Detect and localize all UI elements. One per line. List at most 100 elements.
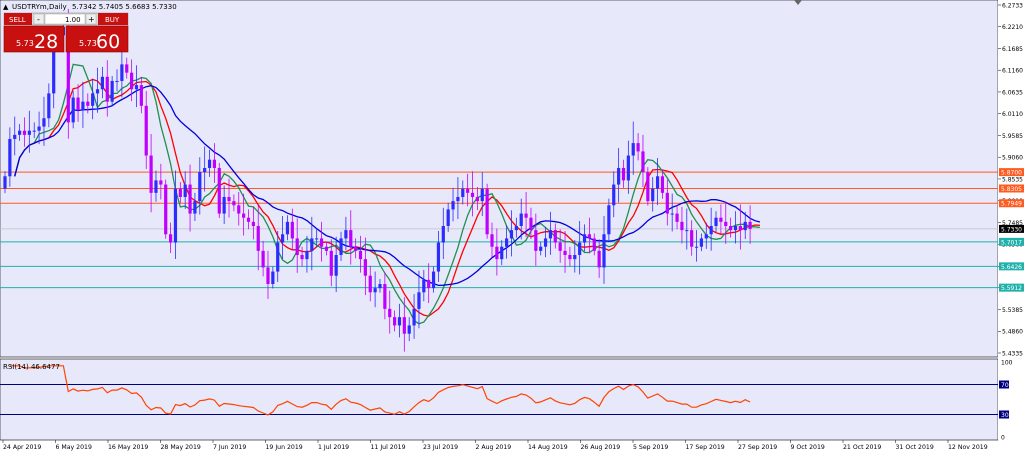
rsi-tick-label: 30 bbox=[1001, 412, 1009, 419]
candle-body bbox=[52, 47, 56, 94]
candle-body bbox=[193, 201, 197, 214]
candle-body bbox=[319, 238, 324, 247]
candle-body bbox=[451, 201, 455, 210]
current-price-tag bbox=[999, 224, 1024, 233]
candle-body bbox=[290, 221, 294, 239]
candle-body bbox=[125, 64, 129, 73]
rsi-line bbox=[9, 365, 751, 416]
candle-body bbox=[592, 238, 596, 251]
candle-body bbox=[694, 246, 699, 248]
volume-plus-label: + bbox=[88, 15, 95, 24]
candle-body bbox=[699, 238, 704, 247]
sell-price-button[interactable] bbox=[3, 25, 65, 53]
candle-body bbox=[534, 230, 538, 251]
buy-label-button[interactable] bbox=[98, 13, 128, 25]
time-tick-label: 16 May 2019 bbox=[108, 444, 148, 451]
candle-body bbox=[120, 64, 124, 81]
candle-body bbox=[232, 201, 236, 206]
candle-body bbox=[431, 271, 436, 289]
candle-body bbox=[500, 246, 504, 260]
volume-plus-button[interactable] bbox=[85, 13, 97, 25]
time-tick-label: 5 Sep 2019 bbox=[633, 444, 668, 451]
candle-body bbox=[349, 230, 353, 247]
candle-body bbox=[266, 267, 270, 285]
moving-averages-layer bbox=[14, 63, 761, 325]
candle-body bbox=[222, 196, 226, 214]
candle-body bbox=[665, 192, 669, 214]
price-tick-label: 5.4860 bbox=[1002, 329, 1023, 336]
candle-body bbox=[719, 217, 723, 222]
price-tick-label: 6.0110 bbox=[1002, 111, 1023, 118]
candle-body bbox=[324, 246, 329, 251]
rsi-plot-area[interactable] bbox=[0, 358, 999, 441]
price-tick-label: 5.4335 bbox=[1002, 351, 1023, 358]
candle-body bbox=[729, 225, 733, 231]
candle-body bbox=[388, 308, 392, 318]
candle-body bbox=[738, 225, 742, 231]
candle-body bbox=[378, 284, 382, 289]
time-tick-label: 11 Jul 2019 bbox=[371, 444, 406, 451]
time-tick-label: 26 Aug 2019 bbox=[581, 444, 621, 451]
candle-body bbox=[602, 234, 606, 268]
candle-body bbox=[461, 188, 465, 197]
candle-body bbox=[422, 279, 426, 293]
candle-body bbox=[339, 238, 343, 255]
price-level-tag-label: 5.8700 bbox=[1001, 170, 1022, 177]
candle-body bbox=[621, 167, 626, 181]
buy-price-big: 60 bbox=[96, 31, 120, 53]
rsi-level-tag bbox=[999, 380, 1009, 389]
candle-body bbox=[505, 238, 509, 247]
candle-body bbox=[714, 217, 718, 226]
sell-label-button[interactable] bbox=[4, 13, 32, 25]
main-plot-area[interactable] bbox=[0, 0, 999, 358]
price-tick-label: 5.9060 bbox=[1002, 155, 1023, 162]
time-tick-label: 28 May 2019 bbox=[161, 444, 201, 451]
candle-body bbox=[159, 180, 163, 185]
price-tick-label: 6.0635 bbox=[1002, 89, 1023, 96]
price-level-tag bbox=[999, 237, 1024, 246]
candle-body bbox=[344, 230, 348, 239]
candle-body bbox=[466, 188, 470, 193]
price-level-tags: 5.8700 5.8305 5.7949 5.7017 5.6426 5.5912 5.73… bbox=[999, 168, 1024, 292]
chart-shift-marker-icon[interactable] bbox=[794, 0, 802, 5]
candle-body bbox=[261, 250, 265, 268]
volume-minus-button[interactable] bbox=[33, 13, 45, 25]
candle-body bbox=[310, 238, 314, 251]
candle-body bbox=[519, 213, 523, 226]
candle-body bbox=[178, 188, 182, 197]
time-tick-label: 31 Oct 2019 bbox=[896, 444, 934, 451]
candle-body bbox=[280, 234, 285, 243]
time-tick-label: 12 Nov 2019 bbox=[948, 444, 988, 451]
candle-body bbox=[543, 238, 548, 247]
candle-body bbox=[276, 242, 280, 272]
candle-body bbox=[373, 288, 377, 293]
candle-body bbox=[271, 271, 275, 285]
time-tick-label: 23 Jul 2019 bbox=[423, 444, 458, 451]
candle-body bbox=[690, 230, 694, 247]
candle-body bbox=[105, 76, 109, 102]
time-axis-labels: 24 Apr 2019 6 May 2019 16 May 2019 28 May 2… bbox=[2, 440, 988, 451]
time-tick-label: 2 Aug 2019 bbox=[476, 444, 512, 451]
volume-input[interactable] bbox=[44, 13, 86, 25]
candle-body bbox=[636, 143, 640, 152]
candle-body bbox=[173, 188, 178, 243]
price-tick-label: 6.2733 bbox=[1002, 3, 1023, 10]
candle-body bbox=[183, 184, 187, 197]
price-level-tag bbox=[999, 283, 1024, 292]
price-scale[interactable] bbox=[998, 0, 1024, 440]
candle-body bbox=[295, 238, 299, 255]
candle-body bbox=[130, 72, 134, 90]
candle-body bbox=[207, 159, 212, 168]
candle-body bbox=[32, 130, 36, 132]
chart-title-arrow[interactable]: ▲ bbox=[3, 3, 9, 11]
candle-body bbox=[242, 213, 246, 218]
candle-body bbox=[305, 250, 309, 260]
buy-price-button[interactable] bbox=[65, 25, 129, 53]
price-level-tag-label: 5.6426 bbox=[1001, 264, 1022, 271]
candle-body bbox=[168, 234, 173, 243]
candle-body bbox=[154, 180, 158, 193]
one-click-trading-panel: SELL - 1.00 + BUY 5.73 28 5.73 60 bbox=[3, 12, 129, 53]
candle-body bbox=[100, 76, 104, 90]
